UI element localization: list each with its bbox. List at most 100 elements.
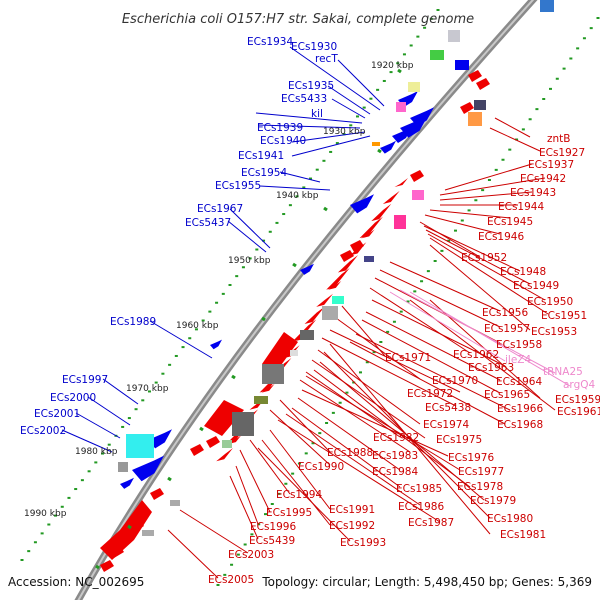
tick-dot xyxy=(521,128,525,131)
gene-label-ecs1991: ECs1991 xyxy=(329,504,375,516)
tick-dot xyxy=(362,106,366,109)
genome-backbone-highlight xyxy=(77,0,535,600)
gene-label-ecs1949: ECs1949 xyxy=(513,280,559,292)
tick-dot xyxy=(228,284,232,286)
tick-dot xyxy=(386,330,390,333)
gene-label-ecs1940: ECs1940 xyxy=(260,135,306,147)
label-connectors xyxy=(61,46,571,579)
connector-line xyxy=(261,439,331,526)
scale-label: 1930 kbp xyxy=(323,127,366,137)
scale-tick xyxy=(167,476,172,482)
scale-label: 1960 kbp xyxy=(176,321,219,331)
gene-block xyxy=(448,30,460,42)
minus-strand-gene xyxy=(206,436,220,448)
gene-label-ecs1959: ECs1959 xyxy=(555,394,600,406)
gene-label-ecs1935: ECs1935 xyxy=(288,80,334,92)
scale-labels: 1920 kbp 1930 kbp 1940 kbp 1950 kbp 1960 kbp… xyxy=(24,61,414,519)
gene-label-ecs1984: ECs1984 xyxy=(372,466,418,478)
connector-line xyxy=(285,413,421,506)
tick-dot xyxy=(467,209,471,212)
tick-dot xyxy=(188,337,192,340)
tick-dot xyxy=(396,62,400,65)
gene-features xyxy=(95,0,554,572)
tick-dot xyxy=(134,408,138,411)
minus-strand-gene xyxy=(361,229,375,239)
gene-label-ecs1979: ECs1979 xyxy=(470,495,516,507)
minus-strand-gene xyxy=(316,293,333,307)
connector-line xyxy=(327,85,371,115)
gene-label-ecs1986: ECs1986 xyxy=(398,501,444,513)
tick-dot xyxy=(221,292,225,295)
gene-label-ecs1952: ECs1952 xyxy=(461,252,507,264)
tick-dot xyxy=(542,98,546,100)
minus-strand-gene xyxy=(327,280,342,290)
connector-line xyxy=(389,261,501,312)
tick-dot xyxy=(338,401,342,404)
connector-line xyxy=(179,509,249,554)
connector-line xyxy=(279,399,331,453)
minus-strand-gene xyxy=(100,560,114,572)
gene-label-ecs1942: ECs1942 xyxy=(520,173,566,185)
gene-block xyxy=(540,0,554,12)
rna-gene xyxy=(412,190,424,200)
connector-line xyxy=(257,447,351,542)
tick-dot xyxy=(359,371,362,374)
tick-dot xyxy=(33,541,37,544)
gene-label-ecs1983: ECs1983 xyxy=(372,450,418,462)
tick-dot xyxy=(569,57,573,60)
gene-block xyxy=(372,142,380,146)
gene-label-ecs1993: ECs1993 xyxy=(340,537,386,549)
connector-line xyxy=(249,439,291,495)
gene-label-ecs1976: ECs1976 xyxy=(448,452,494,464)
minus-strand-gene xyxy=(340,250,354,262)
gene-label-ecs1987: ECs1987 xyxy=(408,517,454,529)
gene-label-ecs5433: ECs5433 xyxy=(281,93,327,105)
connector-line xyxy=(299,379,411,453)
gene-block xyxy=(430,50,444,60)
connector-line xyxy=(269,429,331,510)
gene-label-ecs1946: ECs1946 xyxy=(478,231,524,243)
tick-dot xyxy=(248,257,252,260)
connector-line xyxy=(429,237,549,315)
tick-dot xyxy=(291,472,295,475)
gene-label-ecs1981: ECs1981 xyxy=(500,529,546,541)
tick-dot xyxy=(474,199,478,202)
minus-strand-gene xyxy=(304,306,325,324)
connector-line xyxy=(291,131,366,143)
tick-dot xyxy=(295,195,299,198)
tick-dot xyxy=(399,310,403,313)
gene-label-argq4: argQ4 xyxy=(563,379,595,391)
tick-dot xyxy=(20,559,24,561)
connector-line xyxy=(489,127,541,152)
gene-label-ecs2002: ECs2002 xyxy=(20,425,66,437)
tick-dot xyxy=(376,88,380,91)
tick-tracks xyxy=(20,9,600,586)
gene-label-ecs1997: ECs1997 xyxy=(62,374,108,386)
gene-label-ecs1967: ECs1967 xyxy=(197,203,243,215)
tick-dot xyxy=(436,9,440,11)
connector-line xyxy=(255,112,363,124)
tick-dot xyxy=(268,230,272,233)
tick-dot xyxy=(329,150,333,153)
connector-line xyxy=(235,465,259,525)
tick-dot xyxy=(80,479,84,482)
tick-dot xyxy=(342,133,346,136)
tick-dot xyxy=(250,533,254,536)
gene-label-ecs1956: ECs1956 xyxy=(482,307,528,319)
tick-dot xyxy=(379,341,383,343)
gene-label-trna25: tRNA25 xyxy=(543,366,583,378)
connector-line xyxy=(429,244,531,331)
connector-line xyxy=(494,117,531,138)
minus-strand-gene xyxy=(359,216,383,239)
tick-dot xyxy=(535,108,539,111)
plus-strand-gene xyxy=(132,455,164,482)
tick-dot xyxy=(454,229,457,232)
connector-line xyxy=(319,361,485,501)
gene-label-ecs2003: ECs2003 xyxy=(228,549,274,561)
tick-dot xyxy=(355,115,359,118)
connector-line xyxy=(329,329,461,393)
connector-line xyxy=(337,59,385,107)
minus-strand-gene xyxy=(216,448,233,462)
tick-dot xyxy=(315,168,319,171)
